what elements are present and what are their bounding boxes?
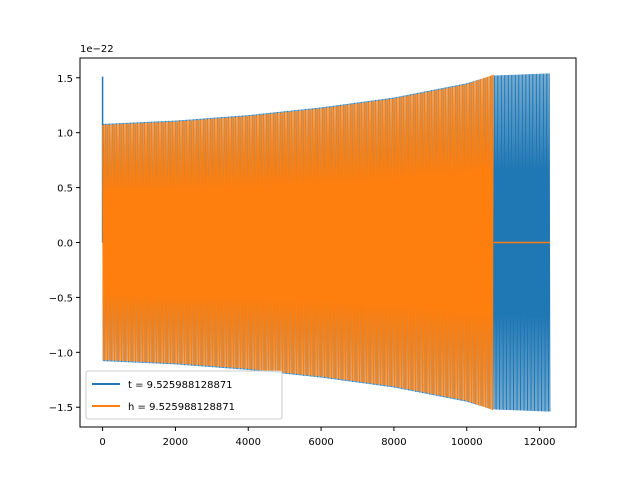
legend-label-t: t = 9.525988128871 — [128, 380, 233, 391]
x-tick-label: 4000 — [236, 437, 261, 448]
y-tick-label: 0.5 — [57, 184, 73, 195]
y-tick-label: −1.0 — [49, 348, 73, 359]
x-tick-label: 6000 — [308, 437, 333, 448]
legend-box — [85, 370, 283, 420]
series-h-line — [102, 74, 494, 411]
x-tick-label: 8000 — [381, 437, 406, 448]
y-tick-label: 1.5 — [57, 74, 73, 85]
legend-label-h: h = 9.525988128871 — [128, 402, 235, 413]
y-offset-label: 1e−22 — [80, 44, 114, 55]
y-axis: −1.5 −1.0 −0.5 0.0 0.5 1.0 1.5 — [49, 74, 80, 414]
y-tick-label: 1.0 — [57, 129, 73, 140]
legend: t = 9.525988128871 h = 9.525988128871 — [85, 370, 283, 420]
y-tick-label: 0.0 — [57, 239, 73, 250]
x-tick-label: 12000 — [524, 437, 556, 448]
series-layer — [101, 73, 551, 412]
x-tick-label: 10000 — [451, 437, 483, 448]
x-axis: 0 2000 4000 6000 8000 10000 12000 — [99, 427, 555, 448]
x-tick-label: 0 — [99, 437, 105, 448]
y-tick-label: −0.5 — [49, 293, 73, 304]
x-tick-label: 2000 — [163, 437, 188, 448]
y-tick-label: −1.5 — [49, 403, 73, 414]
